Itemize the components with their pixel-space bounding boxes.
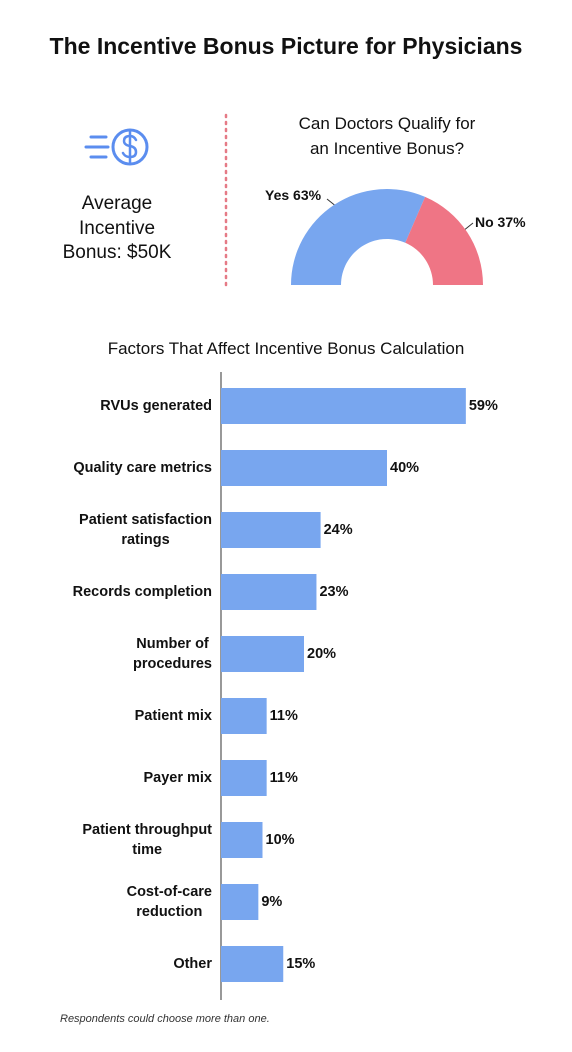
category-label: Other: [173, 956, 212, 972]
category-label: Patient mix: [134, 708, 212, 724]
category-label: Patient throughput time: [82, 822, 212, 858]
bar: [221, 760, 267, 796]
value-label: 59%: [468, 398, 498, 414]
bar: [221, 512, 321, 548]
value-label: 24%: [323, 522, 353, 538]
bar-title: Factors That Affect Incentive Bonus Calc…: [107, 339, 465, 358]
footnote: Respondents could choose more than one.: [60, 1013, 270, 1025]
value-label: 11%: [269, 708, 298, 724]
bar: [221, 698, 267, 734]
value-label: 23%: [319, 584, 349, 600]
category-label: Number of procedures: [133, 636, 212, 672]
value-label: 40%: [390, 460, 420, 476]
category-label: Cost-of-care reduction: [126, 884, 212, 920]
bar: [221, 822, 263, 858]
page-title: The Incentive Bonus Picture for Physicia…: [49, 33, 523, 59]
category-label: Quality care metrics: [73, 460, 212, 476]
bar: [221, 946, 284, 982]
value-label: 10%: [265, 832, 295, 848]
data-label: Yes 63%: [265, 187, 322, 203]
donut-segment: [291, 189, 426, 285]
category-label: Payer mix: [143, 770, 212, 786]
value-label: 20%: [307, 646, 337, 662]
data-label: No 37%: [475, 214, 526, 230]
category-label: Records completion: [72, 584, 212, 600]
bar: [221, 636, 304, 672]
bar: [221, 450, 387, 486]
donut-title: Can Doctors Qualify for an Incentive Bon…: [298, 114, 476, 158]
donut-segment: [405, 196, 483, 285]
dollar-icon: [84, 128, 149, 166]
bar: [221, 884, 259, 920]
stat-text: Average Incentive Bonus: $50K: [62, 193, 172, 263]
value-label: 11%: [269, 770, 298, 786]
bar: [221, 388, 466, 424]
category-label: RVUs generated: [100, 398, 212, 414]
category-label: Patient satisfaction ratings: [79, 512, 212, 548]
value-label: 15%: [286, 956, 316, 972]
bar: [221, 574, 317, 610]
value-label: 9%: [261, 894, 283, 910]
